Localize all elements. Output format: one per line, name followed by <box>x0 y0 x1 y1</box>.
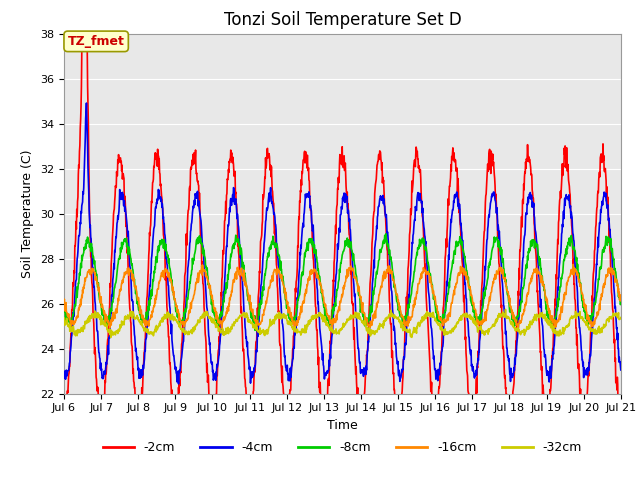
-2cm <box>60 404 68 409</box>
-32cm <box>60 315 68 321</box>
-8cm <box>552 314 559 320</box>
-2cm <box>184 207 192 213</box>
Text: TZ_fmet: TZ_fmet <box>68 35 125 48</box>
-4cm <box>175 381 182 387</box>
-32cm <box>552 327 559 333</box>
-2cm <box>209 431 216 436</box>
-8cm <box>246 306 254 312</box>
-8cm <box>60 297 68 303</box>
-4cm <box>552 322 559 328</box>
X-axis label: Time: Time <box>327 419 358 432</box>
-2cm <box>247 405 255 410</box>
-4cm <box>247 372 255 378</box>
-16cm <box>246 300 254 305</box>
-4cm <box>60 375 68 381</box>
-16cm <box>170 296 178 302</box>
-32cm <box>171 314 179 320</box>
-16cm <box>429 290 436 296</box>
-8cm <box>252 327 259 333</box>
-16cm <box>60 299 68 304</box>
-32cm <box>617 315 625 321</box>
Y-axis label: Soil Temperature (C): Soil Temperature (C) <box>22 149 35 278</box>
Line: -32cm: -32cm <box>64 310 621 337</box>
-4cm <box>171 360 179 366</box>
-32cm <box>184 331 192 336</box>
-16cm <box>502 281 509 287</box>
-8cm <box>617 300 625 306</box>
-2cm <box>552 302 559 308</box>
-4cm <box>185 258 193 264</box>
-8cm <box>382 231 390 237</box>
Line: -2cm: -2cm <box>64 0 621 433</box>
-32cm <box>246 320 254 325</box>
-16cm <box>617 298 625 304</box>
Line: -8cm: -8cm <box>64 234 621 330</box>
-8cm <box>502 284 510 289</box>
-32cm <box>429 310 437 315</box>
-32cm <box>502 314 510 320</box>
-4cm <box>83 100 90 106</box>
-8cm <box>170 297 178 302</box>
-16cm <box>551 317 559 323</box>
Line: -16cm: -16cm <box>64 264 621 329</box>
-4cm <box>429 356 437 362</box>
-2cm <box>429 411 437 417</box>
-8cm <box>429 296 437 302</box>
-16cm <box>184 315 191 321</box>
Line: -4cm: -4cm <box>64 103 621 384</box>
-2cm <box>502 400 510 406</box>
-32cm <box>107 335 115 340</box>
Legend: -2cm, -4cm, -8cm, -16cm, -32cm: -2cm, -4cm, -8cm, -16cm, -32cm <box>97 436 588 459</box>
-4cm <box>502 334 510 339</box>
-4cm <box>617 367 625 373</box>
-8cm <box>184 296 191 302</box>
-16cm <box>570 262 577 267</box>
-32cm <box>502 307 509 312</box>
Title: Tonzi Soil Temperature Set D: Tonzi Soil Temperature Set D <box>223 11 461 29</box>
-16cm <box>515 326 522 332</box>
-2cm <box>171 409 179 415</box>
-2cm <box>617 418 625 424</box>
